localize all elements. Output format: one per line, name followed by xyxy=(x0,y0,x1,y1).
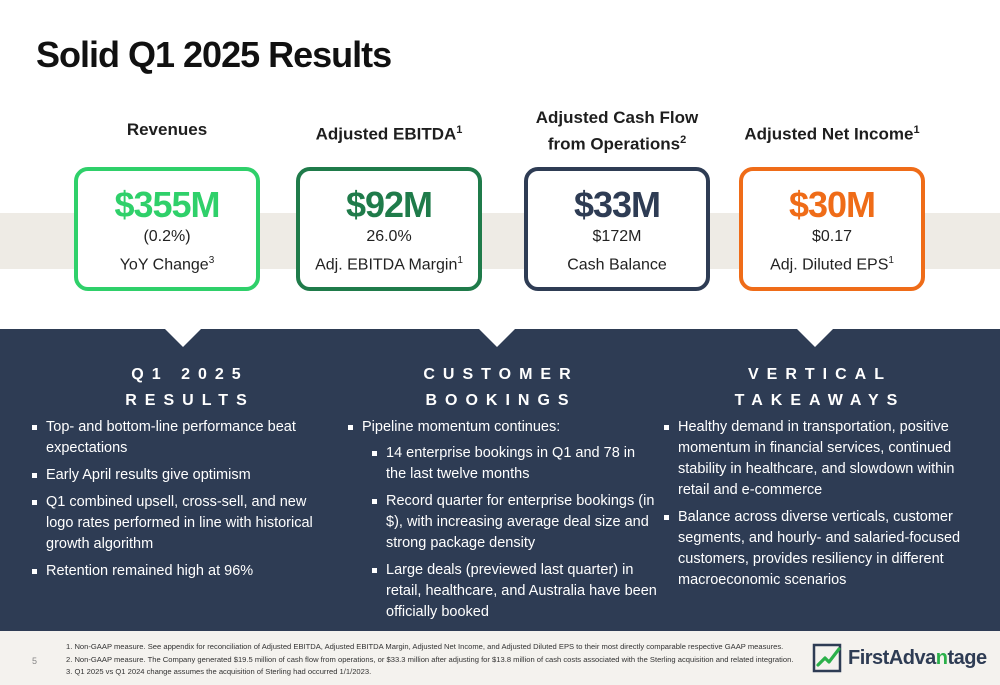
metric-sub-adj-ebitda: 26.0% xyxy=(366,228,412,245)
panel-notch-2 xyxy=(479,329,515,347)
list-item: Early April results give optimism xyxy=(32,465,327,486)
column-title-q1-results: Q1 2025 RESULTS xyxy=(125,366,255,409)
footnote-3: 3. Q1 2025 vs Q1 2024 change assumes the… xyxy=(66,667,372,676)
sub-list-item: Record quarter for enterprise bookings (… xyxy=(372,491,658,554)
metric-card-adj-ebitda: $92M 26.0% Adj. EBITDA Margin1 xyxy=(296,167,482,291)
metric-caption-adj-net-income: Adj. Diluted EPS1 xyxy=(770,255,894,274)
metric-sub-adj-cash-flow: $172M xyxy=(592,228,642,245)
metric-card-adj-cash-flow: $33M $172M Cash Balance xyxy=(524,167,710,291)
customer-bookings-list: Pipeline momentum continues: 14 enterpri… xyxy=(348,417,658,629)
list-item: Pipeline momentum continues: 14 enterpri… xyxy=(348,417,658,623)
sub-list-item: 14 enterprise bookings in Q1 and 78 in t… xyxy=(372,443,658,485)
sub-list-item: Large deals (previewed last quarter) in … xyxy=(372,560,658,623)
panel-notch-1 xyxy=(165,329,201,347)
metric-label-adj-ebitda: Adjusted EBITDA1 xyxy=(315,124,463,144)
list-item: Top- and bottom-line performance beat ex… xyxy=(32,417,327,459)
logo-wordmark: FirstAdvantage xyxy=(848,646,987,669)
page-number: 5 xyxy=(32,656,38,666)
metric-value-revenues: $355M xyxy=(114,184,220,225)
panel-notch-3 xyxy=(797,329,833,347)
metric-label-revenues: Revenues xyxy=(126,120,208,139)
vertical-takeaways-list: Healthy demand in transportation, positi… xyxy=(664,417,974,597)
metric-caption-adj-cash-flow: Cash Balance xyxy=(567,256,667,274)
q1-results-list: Top- and bottom-line performance beat ex… xyxy=(32,417,327,588)
metric-value-adj-net-income: $30M xyxy=(788,184,876,225)
footnotes: 1. Non-GAAP measure. See appendix for re… xyxy=(66,641,806,679)
list-item: Healthy demand in transportation, positi… xyxy=(664,417,974,501)
metric-card-revenues: $355M (0.2%) YoY Change3 xyxy=(74,167,260,291)
slide-title: Solid Q1 2025 Results xyxy=(36,34,392,75)
list-item: Q1 combined upsell, cross-sell, and new … xyxy=(32,492,327,555)
first-advantage-logo: FirstAdvantage xyxy=(812,642,987,674)
footnote-1: 1. Non-GAAP measure. See appendix for re… xyxy=(66,642,784,651)
metric-label-adj-cash-flow: Adjusted Cash Flow from Operations2 xyxy=(535,108,699,154)
metric-sub-adj-net-income: $0.17 xyxy=(811,228,853,245)
metric-card-adj-net-income: $30M $0.17 Adj. Diluted EPS1 xyxy=(739,167,925,291)
metric-value-adj-cash-flow: $33M xyxy=(573,184,661,225)
list-item: Retention remained high at 96% xyxy=(32,561,327,582)
column-title-vertical-takeaways: VERTICAL TAKEAWAYS xyxy=(734,366,906,409)
metric-value-adj-ebitda: $92M xyxy=(345,184,433,225)
footnote-2: 2. Non-GAAP measure. The Company generat… xyxy=(66,654,794,664)
metric-label-adj-net-income: Adjusted Net Income1 xyxy=(744,124,920,144)
metric-caption-adj-ebitda: Adj. EBITDA Margin1 xyxy=(315,255,463,274)
column-title-customer-bookings: CUSTOMER BOOKINGS xyxy=(423,366,579,409)
metric-sub-revenues: (0.2%) xyxy=(143,228,191,245)
list-item: Balance across diverse verticals, custom… xyxy=(664,507,974,591)
metric-caption-revenues: YoY Change3 xyxy=(119,255,215,274)
takeaways-panel xyxy=(0,329,1000,631)
checkmark-logo-icon xyxy=(812,643,842,673)
